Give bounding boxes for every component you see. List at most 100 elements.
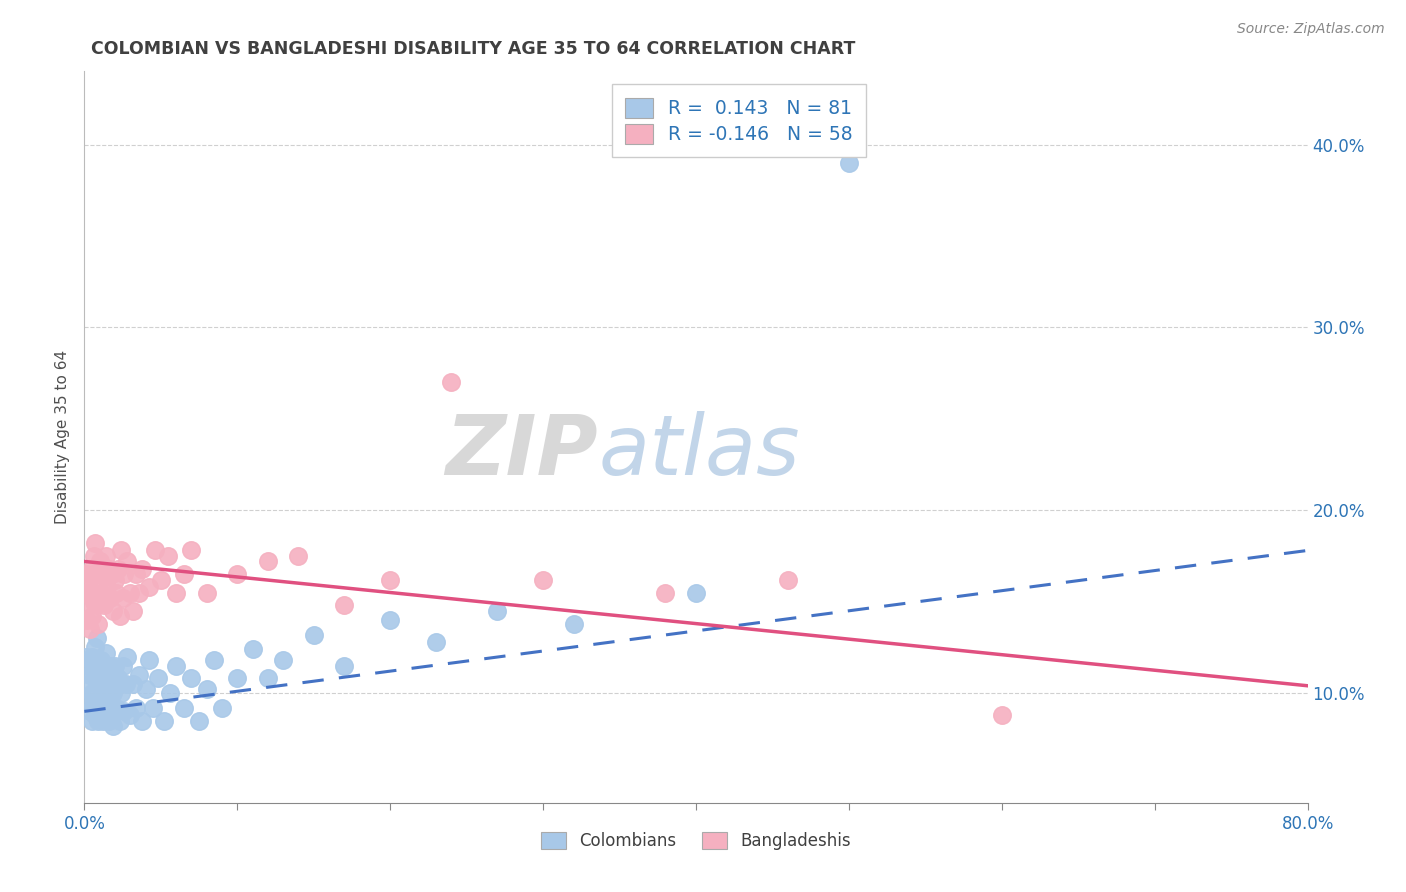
Point: [86, 567, 108, 582]
Point: [76, 613, 98, 627]
Point: [87, 616, 110, 631]
Point: [79, 667, 101, 681]
Point: [138, 580, 160, 594]
Point: [93, 599, 115, 613]
Point: [89, 667, 111, 681]
Point: [80, 686, 103, 700]
Point: [98, 658, 121, 673]
Point: [94, 677, 117, 691]
Point: [86, 599, 108, 613]
Point: [110, 686, 132, 700]
Point: [165, 585, 187, 599]
Point: [103, 719, 125, 733]
Point: [271, 653, 294, 667]
Point: [108, 714, 131, 728]
Point: [87, 677, 110, 691]
Point: [143, 543, 166, 558]
Point: [98, 695, 121, 709]
Point: [153, 714, 176, 728]
Point: [91, 567, 114, 582]
Point: [562, 616, 585, 631]
Point: [333, 599, 356, 613]
Point: [97, 714, 120, 728]
Point: [97, 562, 120, 576]
Point: [75, 649, 97, 664]
Point: [76, 567, 98, 582]
Point: [77, 573, 100, 587]
Point: [157, 549, 180, 563]
Point: [149, 573, 172, 587]
Point: [242, 642, 264, 657]
Point: [202, 653, 225, 667]
Point: [80, 562, 103, 576]
Point: [98, 591, 121, 605]
Point: [120, 585, 142, 599]
Point: [86, 700, 108, 714]
Point: [86, 632, 108, 646]
Text: COLOMBIAN VS BANGLADESHI DISABILITY AGE 35 TO 64 CORRELATION CHART: COLOMBIAN VS BANGLADESHI DISABILITY AGE …: [91, 40, 856, 58]
Point: [146, 672, 169, 686]
Point: [107, 562, 129, 576]
Point: [128, 585, 150, 599]
Point: [142, 700, 165, 714]
Point: [94, 646, 117, 660]
Point: [107, 672, 129, 686]
Point: [87, 580, 110, 594]
Point: [991, 708, 1014, 723]
Point: [101, 567, 124, 582]
Point: [195, 682, 218, 697]
Point: [79, 622, 101, 636]
Point: [111, 658, 134, 673]
Point: [84, 536, 107, 550]
Point: [287, 549, 309, 563]
Point: [80, 649, 103, 664]
Point: [83, 594, 105, 608]
Point: [333, 658, 356, 673]
Point: [188, 714, 211, 728]
Point: [101, 672, 124, 686]
Y-axis label: Disability Age 35 to 64: Disability Age 35 to 64: [55, 350, 70, 524]
Point: [84, 640, 107, 655]
Point: [125, 700, 148, 714]
Point: [115, 649, 138, 664]
Point: [440, 375, 463, 389]
Point: [91, 672, 114, 686]
Point: [104, 573, 127, 587]
Point: [302, 627, 325, 641]
Point: [173, 567, 195, 582]
Point: [257, 672, 280, 686]
Point: [128, 667, 150, 681]
Point: [173, 700, 195, 714]
Point: [86, 664, 108, 678]
Point: [94, 549, 117, 563]
Point: [125, 567, 148, 582]
Text: Source: ZipAtlas.com: Source: ZipAtlas.com: [1237, 22, 1385, 37]
Point: [90, 682, 112, 697]
Point: [180, 672, 202, 686]
Point: [77, 599, 100, 613]
Point: [83, 549, 105, 563]
Point: [91, 714, 114, 728]
Point: [838, 155, 860, 169]
Point: [165, 658, 187, 673]
Point: [226, 567, 249, 582]
Point: [138, 653, 160, 667]
Point: [80, 609, 103, 624]
Point: [131, 714, 153, 728]
Point: [111, 591, 134, 605]
Point: [77, 658, 100, 673]
Point: [110, 543, 132, 558]
Point: [96, 580, 118, 594]
Point: [776, 573, 799, 587]
Point: [77, 695, 100, 709]
Point: [257, 554, 280, 568]
Point: [83, 658, 105, 673]
Point: [108, 609, 131, 624]
Point: [180, 543, 202, 558]
Point: [380, 573, 402, 587]
Point: [87, 714, 110, 728]
Point: [115, 554, 138, 568]
Point: [105, 585, 128, 599]
Point: [89, 695, 111, 709]
Point: [135, 682, 157, 697]
